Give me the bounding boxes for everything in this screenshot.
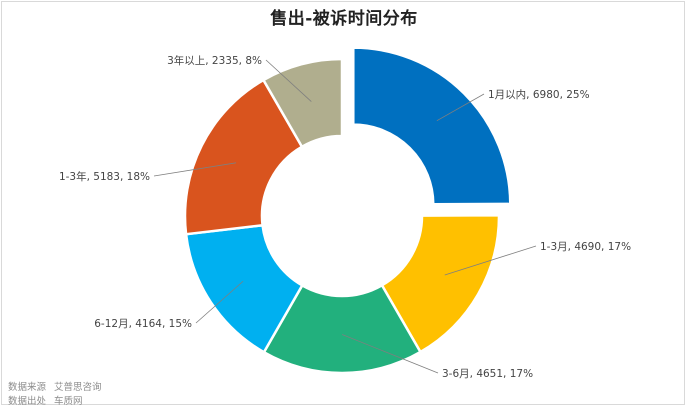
leader-line-3年以上 xyxy=(265,59,312,102)
data-label-1月以内: 1月以内, 6980, 25% xyxy=(488,88,590,101)
leader-line-1-3月 xyxy=(444,245,537,276)
data-label-6-12月: 6-12月, 4164, 15% xyxy=(94,318,192,330)
data-label-3年以上: 3年以上, 2335, 8% xyxy=(167,54,262,67)
leader-line-1月以内 xyxy=(436,93,485,122)
data-label-3-6月: 3-6月, 4651, 17% xyxy=(442,368,533,380)
leader-line-1-3年 xyxy=(153,162,237,177)
slice-3年以上 xyxy=(261,57,344,149)
slice-1-3年 xyxy=(183,78,304,236)
data-label-1-3年: 1-3年, 5183, 18% xyxy=(59,170,150,183)
leader-line-3-6月 xyxy=(342,334,439,374)
data-label-1-3月: 1-3月, 4690, 17% xyxy=(540,241,631,253)
footer-source: 数据来源 艾普思咨询 xyxy=(8,379,102,393)
footer-source-value: 艾普思咨询 xyxy=(54,382,102,393)
chart-title: 售出-被诉时间分布 xyxy=(270,9,418,29)
footer-source-key: 数据来源 xyxy=(8,382,47,393)
leader-line-6-12月 xyxy=(195,280,244,324)
footer-publisher: 数据出处 车质网 xyxy=(8,393,83,407)
slice-1月以内 xyxy=(352,46,512,206)
footer-publisher-key: 数据出处 xyxy=(8,396,47,407)
footer-publisher-value: 车质网 xyxy=(54,396,83,407)
